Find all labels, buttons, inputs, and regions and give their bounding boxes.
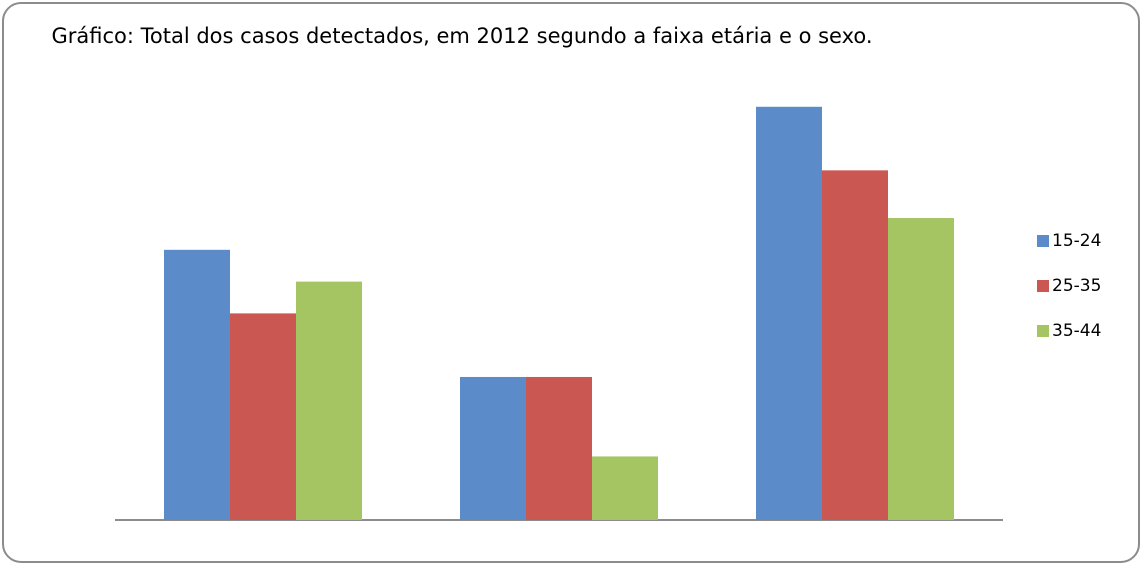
legend-swatch <box>1037 325 1049 337</box>
bar <box>460 376 526 520</box>
legend-swatch <box>1037 235 1049 247</box>
legend-swatch <box>1037 280 1049 292</box>
bar <box>230 313 296 520</box>
bar <box>164 249 230 521</box>
legend-label: 25-35 <box>1052 276 1101 296</box>
bar <box>888 218 954 521</box>
legend-label: 35-44 <box>1052 321 1101 341</box>
bar <box>296 281 362 520</box>
bar <box>756 106 822 521</box>
bar <box>526 376 592 520</box>
bar <box>592 456 658 520</box>
chart-title: Gráfico: Total dos casos detectados, em … <box>51 24 872 48</box>
bar <box>822 170 888 520</box>
legend-label: 15-24 <box>1052 231 1101 251</box>
